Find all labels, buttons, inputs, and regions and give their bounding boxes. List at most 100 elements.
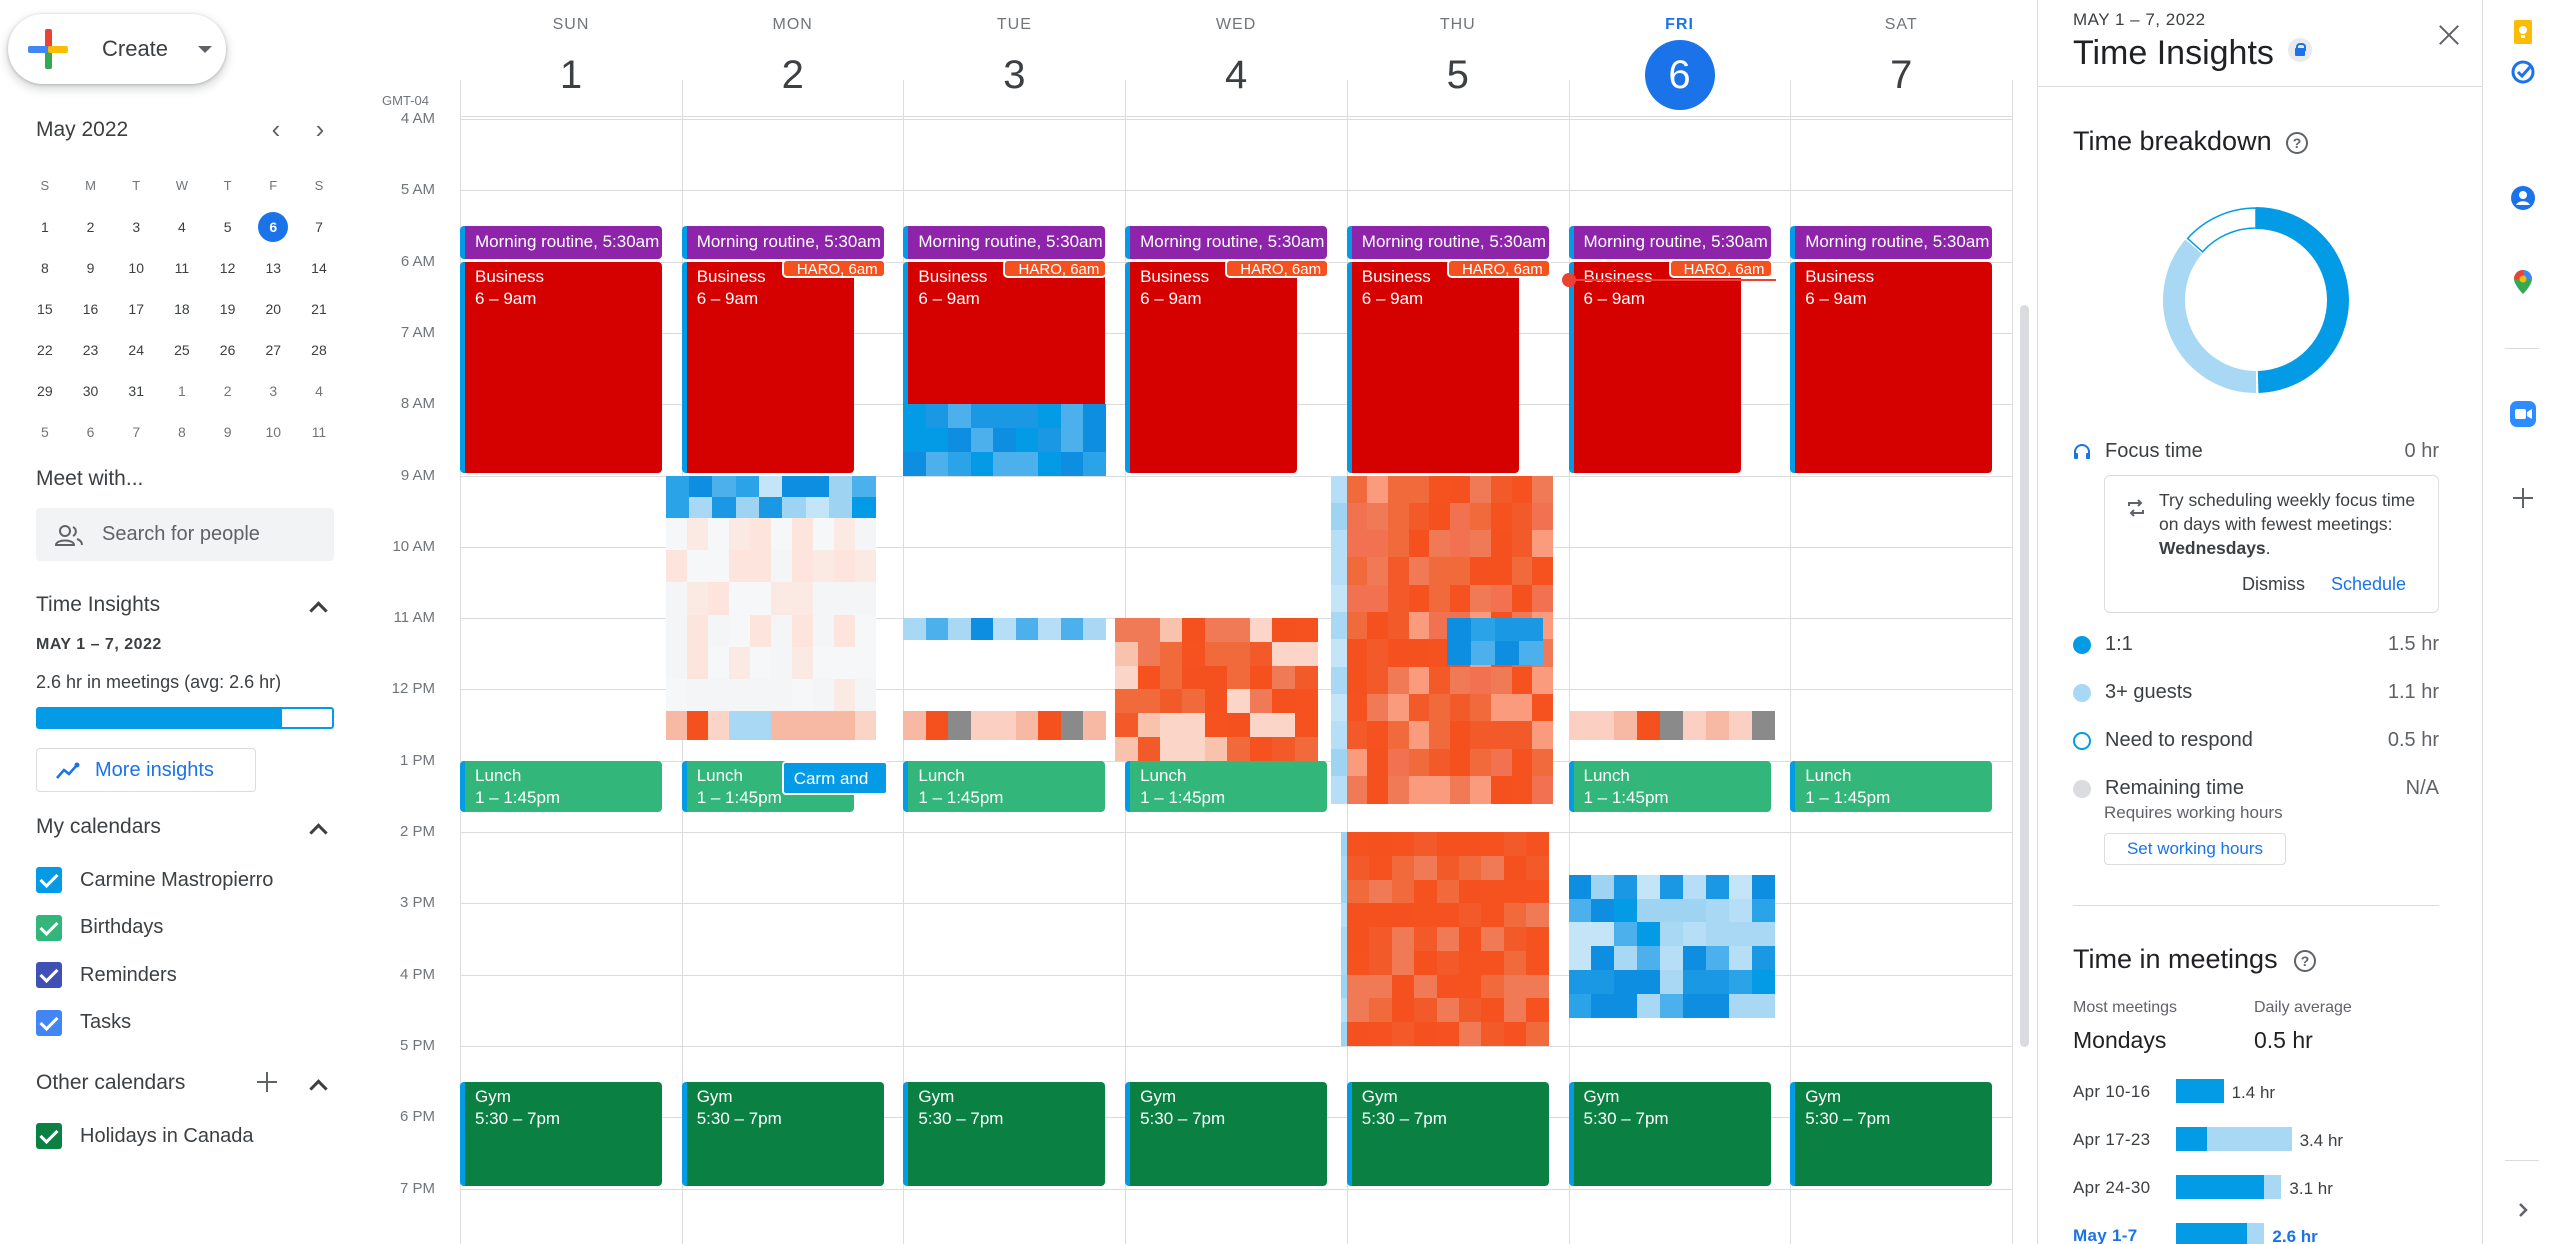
meeting-event[interactable]: [1346, 639, 1368, 668]
meeting-event[interactable]: [1414, 927, 1438, 952]
meeting-event[interactable]: [1491, 694, 1513, 722]
meeting-event[interactable]: [1346, 776, 1368, 804]
meeting-event[interactable]: [1408, 475, 1430, 504]
meeting-event[interactable]: [1346, 502, 1368, 531]
meeting-event[interactable]: [1449, 694, 1471, 722]
meeting-event[interactable]: [1388, 748, 1410, 777]
meeting-event[interactable]: [1249, 618, 1273, 643]
meeting-event[interactable]: [1459, 927, 1482, 952]
haro-event[interactable]: HARO, 6am: [1668, 258, 1773, 278]
meeting-event[interactable]: [1728, 946, 1753, 971]
calendar-item[interactable]: Reminders: [36, 962, 177, 988]
meeting-event[interactable]: Carm and B: [781, 760, 888, 795]
meeting-event[interactable]: [1330, 694, 1348, 722]
meeting-event[interactable]: [925, 427, 949, 453]
mini-day[interactable]: 9: [205, 424, 251, 440]
meeting-event[interactable]: [1660, 898, 1684, 923]
meeting-event[interactable]: [1346, 530, 1368, 558]
meeting-event[interactable]: [791, 582, 814, 616]
mini-day[interactable]: 11: [296, 424, 342, 440]
meeting-event[interactable]: [1137, 713, 1161, 738]
meeting-event[interactable]: [1137, 736, 1161, 762]
mini-day[interactable]: 19: [205, 301, 251, 317]
meeting-event[interactable]: [1449, 557, 1471, 586]
meeting-event[interactable]: [1137, 689, 1161, 714]
meeting-event[interactable]: [1429, 475, 1451, 504]
meeting-event[interactable]: [1491, 721, 1513, 750]
meeting-event[interactable]: [1367, 475, 1389, 504]
meeting-event[interactable]: [1449, 530, 1471, 558]
meeting-event[interactable]: [925, 618, 949, 640]
mini-day[interactable]: 24: [113, 342, 159, 358]
meeting-event[interactable]: [1038, 451, 1061, 476]
meeting-event[interactable]: [1491, 502, 1513, 531]
meeting-event[interactable]: [1614, 922, 1638, 947]
meeting-event[interactable]: [854, 678, 877, 712]
meeting-event[interactable]: [1511, 666, 1533, 695]
meeting-event[interactable]: [1391, 832, 1415, 857]
day-number[interactable]: 6: [1644, 40, 1715, 110]
meeting-event[interactable]: [712, 475, 737, 498]
meeting-event[interactable]: [1391, 950, 1415, 976]
meeting-event[interactable]: [854, 518, 877, 551]
meeting-event[interactable]: [1346, 666, 1368, 695]
more-insights-button[interactable]: More insights: [36, 748, 256, 792]
meeting-event[interactable]: [1294, 736, 1318, 762]
meeting-event[interactable]: [1227, 618, 1251, 643]
meeting-event[interactable]: [1532, 530, 1554, 558]
meeting-event[interactable]: [1449, 475, 1471, 504]
meeting-event[interactable]: [1330, 639, 1348, 668]
meeting-event[interactable]: [665, 582, 688, 616]
meeting-event[interactable]: [1526, 927, 1550, 952]
meeting-event[interactable]: [1340, 832, 1348, 857]
morning-routine-event[interactable]: Morning routine, 5:30am: [1790, 225, 1993, 259]
meeting-event[interactable]: [1340, 998, 1348, 1023]
meeting-event[interactable]: [1591, 946, 1615, 971]
meeting-event[interactable]: [812, 710, 835, 740]
meeting-event[interactable]: [1414, 1022, 1438, 1047]
meeting-event[interactable]: [1481, 855, 1505, 881]
meeting-event[interactable]: [1494, 641, 1520, 665]
meeting-event[interactable]: [1568, 946, 1592, 971]
meeting-event[interactable]: [1340, 1022, 1348, 1047]
meeting-event[interactable]: [1391, 998, 1415, 1023]
meeting-event[interactable]: [1728, 710, 1753, 740]
haro-event[interactable]: HARO, 6am: [781, 258, 886, 278]
mini-day[interactable]: 30: [68, 383, 114, 399]
mini-day[interactable]: 4: [296, 383, 342, 399]
meeting-event[interactable]: [1705, 946, 1730, 971]
meeting-event[interactable]: [1369, 950, 1393, 976]
meeting-event[interactable]: [1272, 641, 1296, 667]
meeting-event[interactable]: [1436, 974, 1460, 999]
create-button[interactable]: Create: [8, 14, 226, 84]
meeting-event[interactable]: [1330, 475, 1348, 504]
meeting-event[interactable]: [1429, 639, 1451, 668]
meeting-event[interactable]: [812, 550, 835, 583]
meeting-event[interactable]: [735, 475, 760, 498]
meeting-event[interactable]: [1060, 618, 1084, 640]
mini-day[interactable]: 22: [22, 342, 68, 358]
meeting-event[interactable]: [1391, 903, 1415, 928]
chevron-right-icon[interactable]: ›: [315, 114, 325, 144]
meeting-event[interactable]: [1330, 776, 1348, 804]
meeting-event[interactable]: [1346, 927, 1370, 952]
day-number[interactable]: 5: [1446, 53, 1469, 97]
meeting-event[interactable]: [948, 427, 972, 453]
meeting-event[interactable]: [1728, 969, 1753, 995]
meeting-event[interactable]: [1481, 879, 1505, 904]
meeting-event[interactable]: [1532, 694, 1554, 722]
meeting-event[interactable]: [1367, 748, 1389, 777]
gym-event[interactable]: Gym 5:30 – 7pm: [903, 1081, 1106, 1187]
meeting-event[interactable]: [707, 678, 730, 712]
day-header-sat[interactable]: SAT 7: [1790, 0, 2012, 110]
meeting-event[interactable]: [1249, 713, 1273, 738]
meeting-event[interactable]: [1532, 502, 1554, 531]
meeting-event[interactable]: [1414, 950, 1438, 976]
meeting-event[interactable]: [1591, 710, 1615, 740]
meeting-event[interactable]: [1682, 874, 1707, 900]
meeting-event[interactable]: [1330, 666, 1348, 695]
calendar-item[interactable]: Tasks: [36, 1009, 131, 1036]
lunch-event[interactable]: Lunch 1 – 1:45pm: [1568, 760, 1771, 813]
meeting-event[interactable]: [1660, 710, 1684, 740]
meeting-event[interactable]: [1204, 641, 1228, 667]
